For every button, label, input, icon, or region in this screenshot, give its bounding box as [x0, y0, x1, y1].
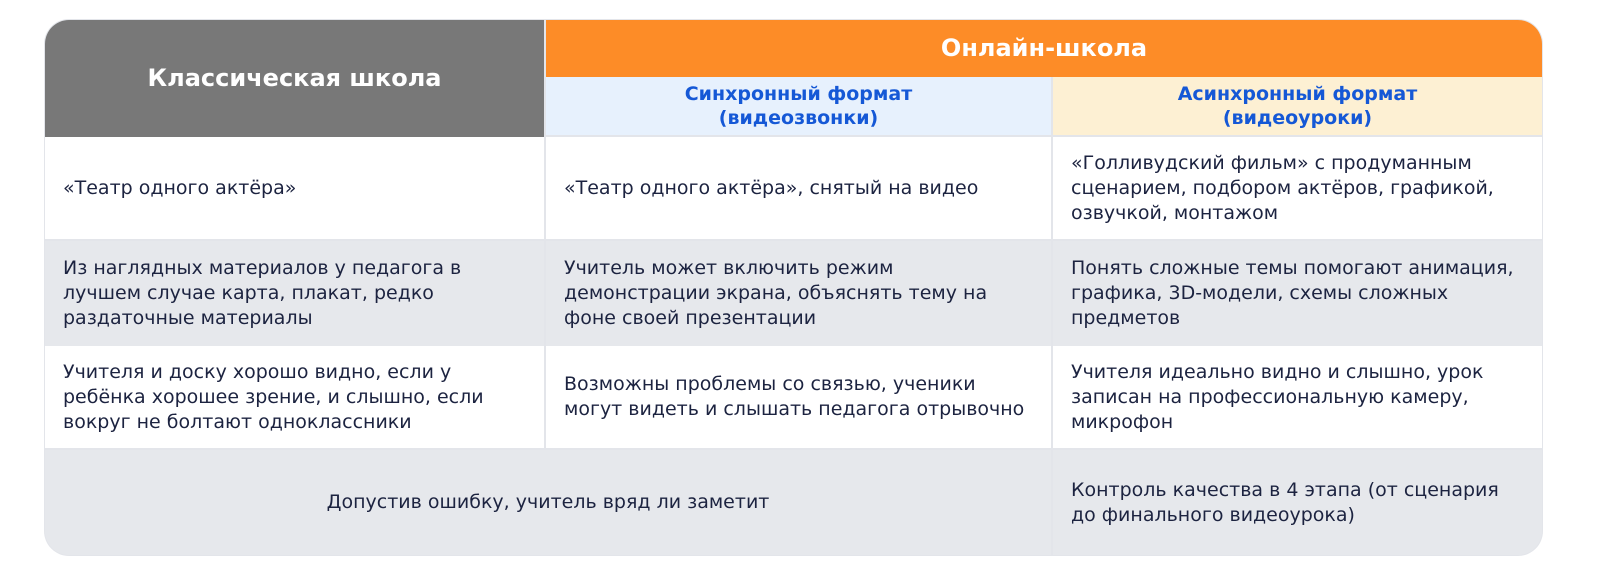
table-cell: Учителя идеально видно и слышно, урок за…	[1053, 346, 1542, 450]
header-classic-school: Классическая школа	[45, 20, 546, 137]
async-title: Асинхронный формат	[1177, 83, 1418, 105]
table-cell: «Театр одного актёра», снятый на видео	[546, 137, 1053, 241]
table-cell: Понять сложные темы помогают анимация, г…	[1053, 241, 1542, 346]
comparison-table: Классическая школа Онлайн-школа Синхронн…	[45, 20, 1542, 555]
table-cell: «Театр одного актёра»	[45, 137, 546, 241]
table-cell: «Голливудский фильм» с продуманным сцена…	[1053, 137, 1542, 241]
table-cell: Контроль качества в 4 этапа (от сценария…	[1053, 450, 1542, 555]
header-sync-format: Синхронный формат (видеозвонки)	[546, 77, 1053, 137]
header-online-school: Онлайн-школа	[546, 20, 1542, 77]
sync-subtitle: (видеозвонки)	[718, 107, 879, 129]
header-async-format: Асинхронный формат (видеоуроки)	[1053, 77, 1542, 137]
table-cell-merged: Допустив ошибку, учитель вряд ли заметит	[45, 450, 1053, 555]
table-cell: Учителя и доску хорошо видно, если у реб…	[45, 346, 546, 450]
table-cell: Из наглядных материалов у педагога в луч…	[45, 241, 546, 346]
table-cell: Возможны проблемы со связью, ученики мог…	[546, 346, 1053, 450]
table-cell: Учитель может включить режим демонстраци…	[546, 241, 1053, 346]
sync-title: Синхронный формат	[684, 83, 913, 105]
async-subtitle: (видеоуроки)	[1222, 107, 1373, 129]
